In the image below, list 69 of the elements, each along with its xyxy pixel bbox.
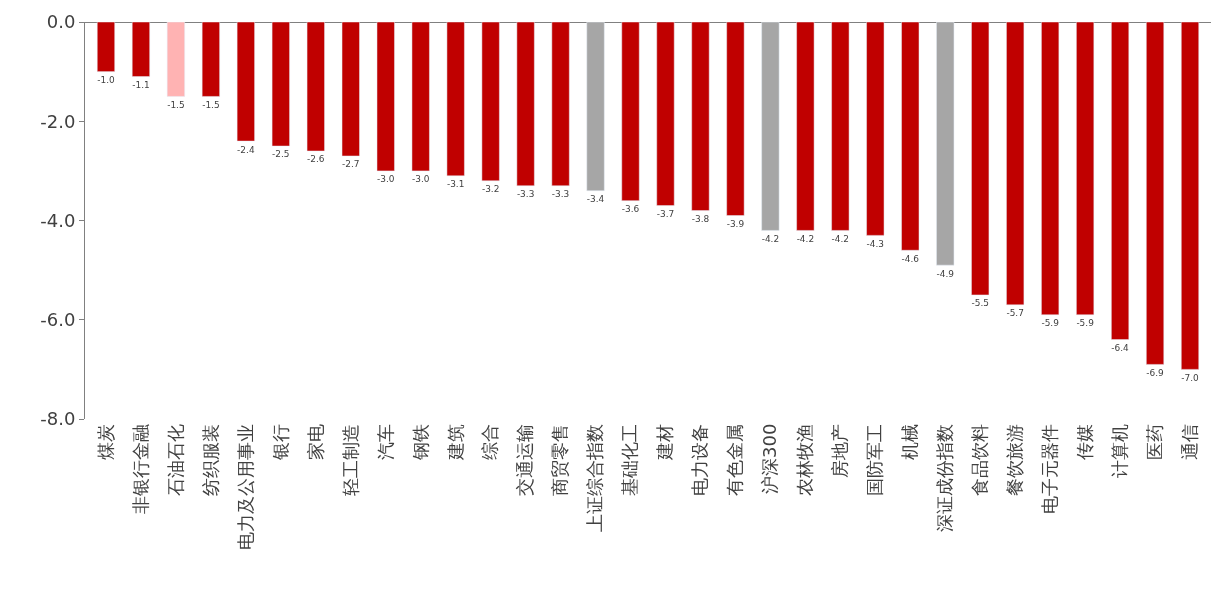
data-label: -3.0 (376, 174, 395, 185)
data-label: -3.9 (726, 218, 745, 229)
x-tick-label: 传媒 (1073, 423, 1095, 460)
data-label: -4.2 (761, 233, 780, 244)
x-tick-label: 非银行金融 (129, 423, 151, 514)
x-tick-label: 商贸零售 (549, 423, 571, 496)
data-label: -6.9 (1146, 367, 1165, 378)
x-tick-label: 钢铁 (409, 423, 431, 461)
x-tick-label: 电子元器件 (1038, 423, 1060, 514)
y-tick-label: -6.0 (40, 309, 76, 331)
data-label: -5.7 (1006, 308, 1024, 319)
x-tick-label: 沪深300 (759, 423, 781, 494)
x-tick-label: 银行 (269, 423, 291, 461)
y-tick-label: 0.0 (46, 11, 76, 33)
data-label: -3.4 (586, 194, 605, 205)
data-label: -1.1 (132, 80, 150, 91)
x-tick-label: 轻工制造 (339, 423, 361, 496)
x-tick-label: 通信 (1178, 423, 1200, 460)
data-label: -1.5 (167, 99, 185, 110)
x-tick-label: 建筑 (444, 423, 466, 461)
x-tick-label: 国防军工 (864, 423, 886, 496)
x-tick-label: 医药 (1143, 423, 1165, 460)
data-label: -6.4 (1111, 343, 1130, 354)
data-label: -1.5 (202, 99, 220, 110)
data-label: -1.0 (97, 75, 116, 86)
data-label: -4.3 (866, 238, 885, 249)
x-tick-label: 深证成份指数 (934, 423, 956, 532)
data-label: -4.2 (831, 233, 850, 244)
x-tick-label: 石油石化 (164, 423, 186, 496)
data-label: -2.6 (307, 154, 325, 165)
x-tick-label: 纺织服装 (199, 423, 221, 496)
x-tick-label: 有色金属 (724, 423, 746, 496)
data-label: -4.9 (936, 268, 955, 279)
data-label: -4.2 (796, 233, 815, 244)
data-label: -3.0 (411, 174, 430, 185)
x-tick-label: 上证综合指数 (584, 423, 606, 532)
y-tick-label: -8.0 (40, 408, 76, 430)
x-tick-label: 煤炭 (94, 423, 116, 460)
x-tick-label: 建材 (654, 423, 676, 461)
x-tick-label: 电力及公用事业 (234, 423, 256, 550)
x-tick-label: 汽车 (374, 423, 396, 460)
x-tick-label: 综合 (479, 423, 501, 460)
data-label: -2.5 (272, 149, 290, 160)
data-label: -2.4 (237, 144, 255, 155)
data-label: -3.1 (446, 179, 465, 190)
y-tick-label: -2.0 (40, 110, 76, 132)
data-label: -3.3 (516, 189, 535, 200)
data-label: -3.2 (481, 184, 500, 195)
y-tick-label: -4.0 (40, 209, 76, 231)
x-tick-label: 家电 (304, 423, 326, 460)
data-label: -3.6 (621, 204, 640, 215)
data-label: -2.7 (342, 159, 360, 170)
data-label: -5.5 (971, 298, 989, 309)
x-tick-label: 农林牧渔 (794, 423, 816, 496)
x-tick-label: 餐饮旅游 (1004, 423, 1026, 496)
data-label: -5.9 (1041, 318, 1060, 329)
data-label: -4.6 (901, 253, 920, 264)
x-tick-label: 食品饮料 (969, 423, 991, 496)
data-label: -7.0 (1181, 372, 1200, 383)
data-label: -3.3 (551, 189, 570, 200)
x-tick-label: 机械 (899, 423, 921, 460)
data-label: -3.7 (656, 209, 675, 220)
data-label: -3.8 (691, 214, 710, 225)
x-tick-label: 电力设备 (689, 423, 711, 496)
x-tick-label: 房地产 (829, 423, 851, 478)
x-tick-label: 交通运输 (514, 423, 536, 496)
x-tick-label: 基础化工 (619, 423, 641, 496)
x-tick-label: 计算机 (1108, 423, 1130, 478)
data-label: -5.9 (1076, 318, 1095, 329)
